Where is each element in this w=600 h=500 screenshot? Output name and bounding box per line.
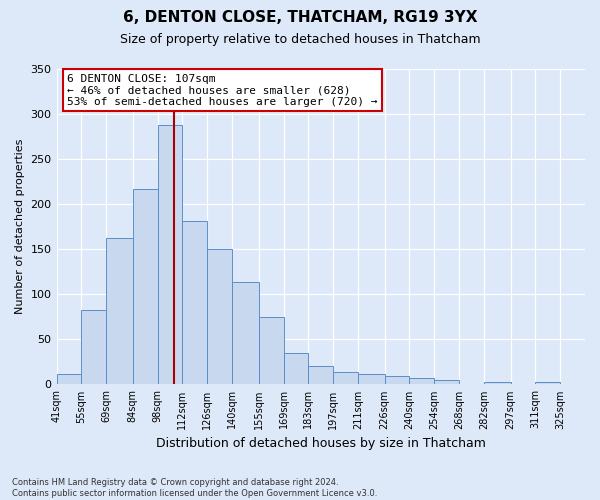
Bar — [106, 238, 133, 384]
Bar — [308, 366, 333, 384]
Bar — [158, 125, 182, 384]
Bar — [409, 378, 434, 384]
Bar — [385, 376, 409, 384]
Bar — [284, 353, 308, 384]
Text: Size of property relative to detached houses in Thatcham: Size of property relative to detached ho… — [119, 32, 481, 46]
Bar — [133, 189, 158, 384]
Bar — [259, 317, 284, 384]
Text: 6 DENTON CLOSE: 107sqm
← 46% of detached houses are smaller (628)
53% of semi-de: 6 DENTON CLOSE: 107sqm ← 46% of detached… — [67, 74, 377, 107]
Text: Contains HM Land Registry data © Crown copyright and database right 2024.
Contai: Contains HM Land Registry data © Crown c… — [12, 478, 377, 498]
Bar — [484, 382, 511, 384]
Text: 6, DENTON CLOSE, THATCHAM, RG19 3YX: 6, DENTON CLOSE, THATCHAM, RG19 3YX — [123, 10, 477, 25]
Bar — [358, 374, 385, 384]
Bar — [232, 282, 259, 385]
Bar — [333, 372, 358, 384]
Bar — [182, 222, 207, 384]
X-axis label: Distribution of detached houses by size in Thatcham: Distribution of detached houses by size … — [156, 437, 486, 450]
Bar — [56, 374, 82, 384]
Bar — [207, 249, 232, 384]
Bar — [434, 380, 459, 384]
Bar — [82, 310, 106, 384]
Y-axis label: Number of detached properties: Number of detached properties — [15, 139, 25, 314]
Bar — [535, 382, 560, 384]
